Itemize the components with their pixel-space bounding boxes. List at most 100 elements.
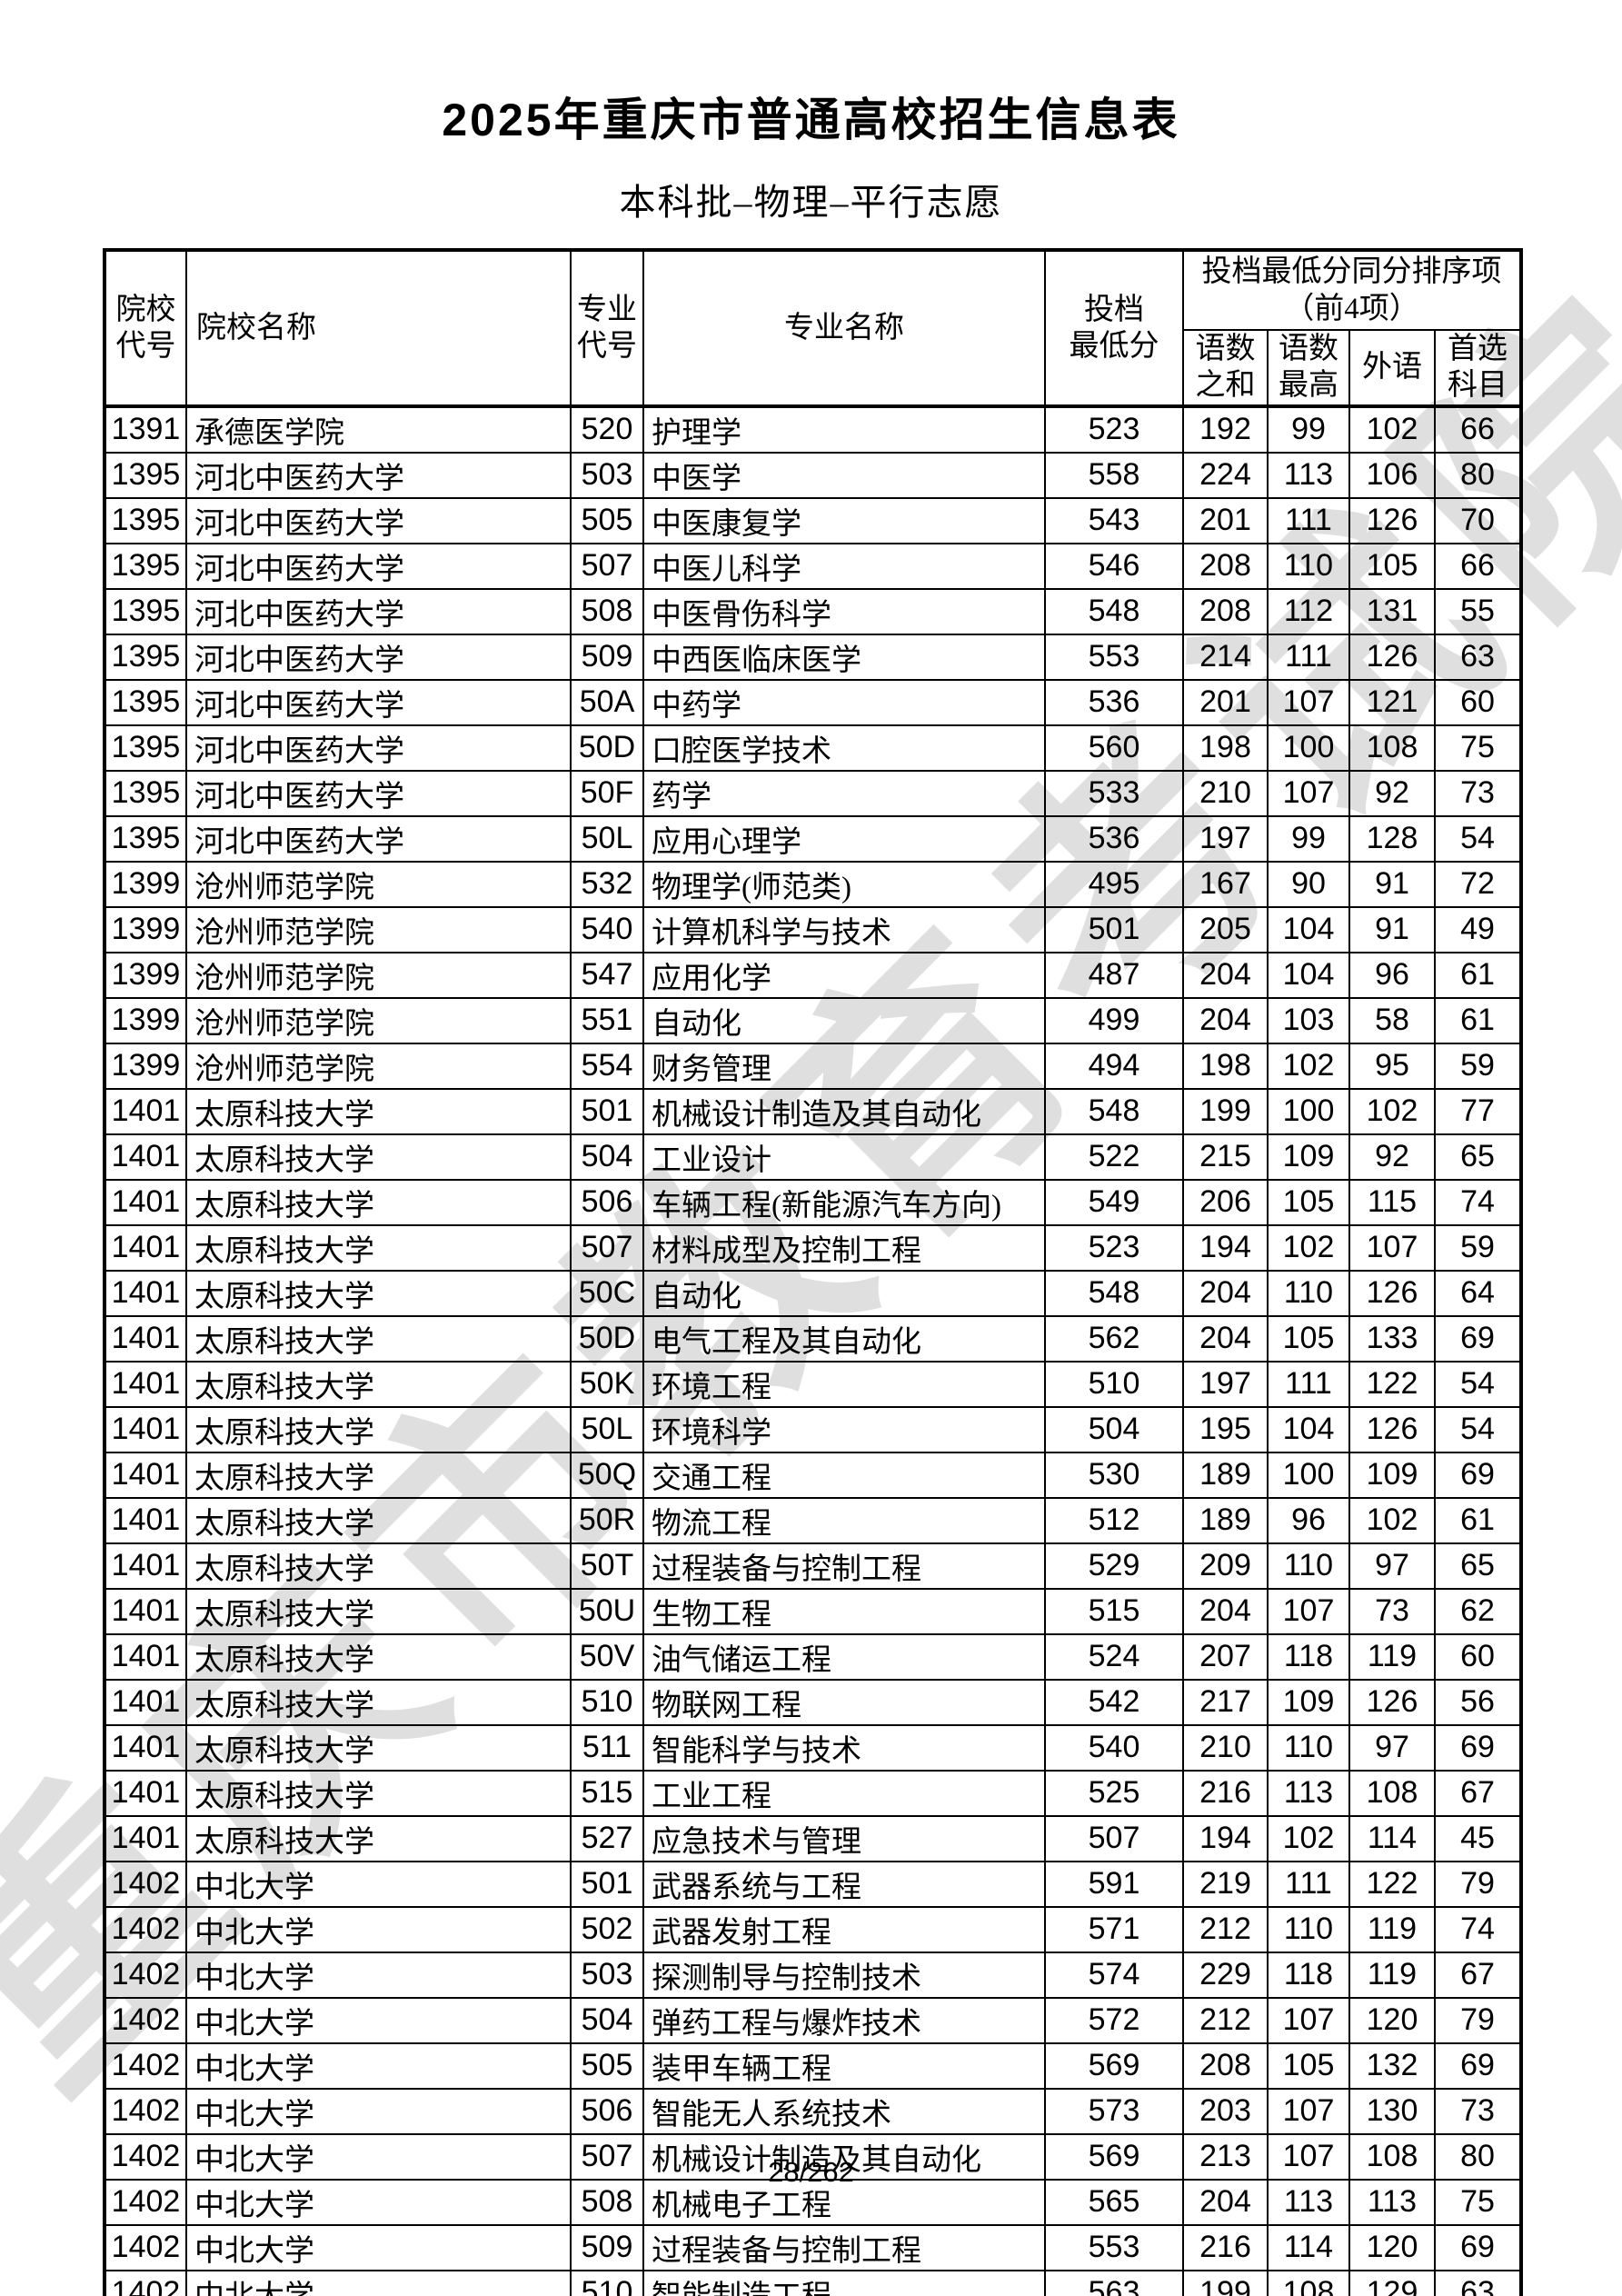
cell-first-subject: 69 bbox=[1434, 2223, 1522, 2271]
cell-foreign-language: 114 bbox=[1348, 1814, 1436, 1862]
cell-first-subject: 66 bbox=[1434, 404, 1522, 454]
cell-foreign-language: 113 bbox=[1348, 2178, 1436, 2226]
cell-school-name: 中北大学 bbox=[185, 2269, 572, 2296]
cell-school-name: 河北中医药大学 bbox=[185, 678, 572, 726]
cell-sum-chinese-math: 199 bbox=[1182, 2269, 1269, 2296]
header-sum-chinese-math: 语数 之和 bbox=[1182, 329, 1269, 408]
cell-first-subject: 73 bbox=[1434, 769, 1522, 817]
header-first-subject: 首选 科目 bbox=[1434, 329, 1522, 408]
cell-school-code: 1401 bbox=[104, 1178, 187, 1226]
cell-max-chinese-math: 102 bbox=[1267, 1223, 1350, 1272]
cell-major-name: 中西医临床医学 bbox=[642, 633, 1046, 681]
table-row: 1402 中北大学 509 过程装备与控制工程 553 216 114 120 69 bbox=[104, 2223, 1522, 2271]
cell-first-subject: 61 bbox=[1434, 996, 1522, 1044]
cell-school-code: 1402 bbox=[104, 1996, 187, 2044]
cell-school-name: 太原科技大学 bbox=[185, 1269, 572, 1317]
cell-major-name: 过程装备与控制工程 bbox=[642, 2223, 1046, 2271]
cell-min-score: 540 bbox=[1044, 1723, 1184, 1772]
cell-first-subject: 77 bbox=[1434, 1087, 1522, 1135]
cell-major-name: 财务管理 bbox=[642, 1042, 1046, 1090]
cell-foreign-language: 102 bbox=[1348, 1496, 1436, 1544]
cell-max-chinese-math: 100 bbox=[1267, 724, 1350, 772]
cell-school-name: 太原科技大学 bbox=[185, 1678, 572, 1726]
header-major-name: 专业名称 bbox=[642, 249, 1046, 408]
cell-major-code: 50F bbox=[570, 769, 644, 817]
cell-min-score: 574 bbox=[1044, 1951, 1184, 1999]
cell-foreign-language: 121 bbox=[1348, 678, 1436, 726]
cell-school-code: 1402 bbox=[104, 2041, 187, 2090]
cell-major-code: 502 bbox=[570, 1905, 644, 1953]
cell-foreign-language: 126 bbox=[1348, 1405, 1436, 1453]
cell-min-score: 523 bbox=[1044, 404, 1184, 454]
table-row: 1401 太原科技大学 50K 环境工程 510 197 111 122 54 bbox=[104, 1360, 1522, 1408]
table-row: 1402 中北大学 507 机械设计制造及其自动化 569 213 107 108 80 bbox=[104, 2132, 1522, 2181]
table-row: 1402 中北大学 506 智能无人系统技术 573 203 107 130 73 bbox=[104, 2087, 1522, 2135]
cell-foreign-language: 119 bbox=[1348, 1632, 1436, 1681]
cell-sum-chinese-math: 194 bbox=[1182, 1814, 1269, 1862]
cell-foreign-language: 92 bbox=[1348, 1133, 1436, 1181]
table-row: 1402 中北大学 503 探测制导与控制技术 574 229 118 119 67 bbox=[104, 1951, 1522, 1999]
cell-min-score: 565 bbox=[1044, 2178, 1184, 2226]
table-row: 1395 河北中医药大学 50L 应用心理学 536 197 99 128 54 bbox=[104, 814, 1522, 863]
cell-max-chinese-math: 118 bbox=[1267, 1951, 1350, 1999]
cell-major-name: 过程装备与控制工程 bbox=[642, 1542, 1046, 1590]
cell-foreign-language: 119 bbox=[1348, 1905, 1436, 1953]
cell-first-subject: 67 bbox=[1434, 1769, 1522, 1817]
cell-foreign-language: 58 bbox=[1348, 996, 1436, 1044]
cell-first-subject: 65 bbox=[1434, 1133, 1522, 1181]
table-row: 1395 河北中医药大学 509 中西医临床医学 553 214 111 126 63 bbox=[104, 633, 1522, 681]
cell-first-subject: 69 bbox=[1434, 1451, 1522, 1499]
cell-major-code: 509 bbox=[570, 2223, 644, 2271]
table-header: 院校 代号 院校名称 专业 代号 专业名称 投档 最低分 投档最低分同分排序项 … bbox=[104, 249, 1522, 408]
cell-foreign-language: 95 bbox=[1348, 1042, 1436, 1090]
cell-min-score: 524 bbox=[1044, 1632, 1184, 1681]
table-row: 1402 中北大学 508 机械电子工程 565 204 113 113 75 bbox=[104, 2178, 1522, 2226]
cell-min-score: 529 bbox=[1044, 1542, 1184, 1590]
cell-max-chinese-math: 110 bbox=[1267, 542, 1350, 590]
cell-major-code: 506 bbox=[570, 2087, 644, 2135]
cell-school-code: 1395 bbox=[104, 587, 187, 635]
cell-major-code: 503 bbox=[570, 1951, 644, 1999]
cell-min-score: 525 bbox=[1044, 1769, 1184, 1817]
cell-foreign-language: 126 bbox=[1348, 1678, 1436, 1726]
cell-max-chinese-math: 107 bbox=[1267, 1587, 1350, 1635]
table-row: 1401 太原科技大学 50R 物流工程 512 189 96 102 61 bbox=[104, 1496, 1522, 1544]
cell-sum-chinese-math: 209 bbox=[1182, 1542, 1269, 1590]
cell-min-score: 487 bbox=[1044, 951, 1184, 999]
header-school-code: 院校 代号 bbox=[104, 249, 187, 408]
cell-sum-chinese-math: 204 bbox=[1182, 1314, 1269, 1363]
cell-foreign-language: 92 bbox=[1348, 769, 1436, 817]
cell-first-subject: 67 bbox=[1434, 1951, 1522, 1999]
cell-first-subject: 72 bbox=[1434, 860, 1522, 908]
table-row: 1395 河北中医药大学 50F 药学 533 210 107 92 73 bbox=[104, 769, 1522, 817]
cell-major-name: 机械设计制造及其自动化 bbox=[642, 2132, 1046, 2181]
cell-sum-chinese-math: 192 bbox=[1182, 404, 1269, 454]
cell-school-code: 1401 bbox=[104, 1769, 187, 1817]
cell-foreign-language: 120 bbox=[1348, 1996, 1436, 2044]
cell-major-code: 510 bbox=[570, 2269, 644, 2296]
header-foreign-language: 外语 bbox=[1348, 329, 1436, 408]
cell-major-code: 50K bbox=[570, 1360, 644, 1408]
cell-min-score: 560 bbox=[1044, 724, 1184, 772]
cell-major-code: 50U bbox=[570, 1587, 644, 1635]
cell-min-score: 507 bbox=[1044, 1814, 1184, 1862]
cell-major-code: 50D bbox=[570, 724, 644, 772]
cell-school-code: 1401 bbox=[104, 1723, 187, 1772]
cell-school-code: 1395 bbox=[104, 542, 187, 590]
admission-table: 院校 代号 院校名称 专业 代号 专业名称 投档 最低分 投档最低分同分排序项 … bbox=[103, 248, 1523, 2296]
cell-foreign-language: 102 bbox=[1348, 1087, 1436, 1135]
cell-school-code: 1401 bbox=[104, 1269, 187, 1317]
cell-foreign-language: 126 bbox=[1348, 496, 1436, 544]
cell-sum-chinese-math: 194 bbox=[1182, 1223, 1269, 1272]
cell-school-code: 1401 bbox=[104, 1223, 187, 1272]
cell-school-code: 1402 bbox=[104, 1905, 187, 1953]
cell-sum-chinese-math: 219 bbox=[1182, 1860, 1269, 1908]
cell-max-chinese-math: 99 bbox=[1267, 814, 1350, 863]
cell-school-name: 河北中医药大学 bbox=[185, 814, 572, 863]
cell-major-code: 515 bbox=[570, 1769, 644, 1817]
cell-sum-chinese-math: 212 bbox=[1182, 1905, 1269, 1953]
cell-foreign-language: 96 bbox=[1348, 951, 1436, 999]
cell-first-subject: 64 bbox=[1434, 1269, 1522, 1317]
cell-major-code: 551 bbox=[570, 996, 644, 1044]
table-row: 1401 太原科技大学 50V 油气储运工程 524 207 118 119 60 bbox=[104, 1632, 1522, 1681]
